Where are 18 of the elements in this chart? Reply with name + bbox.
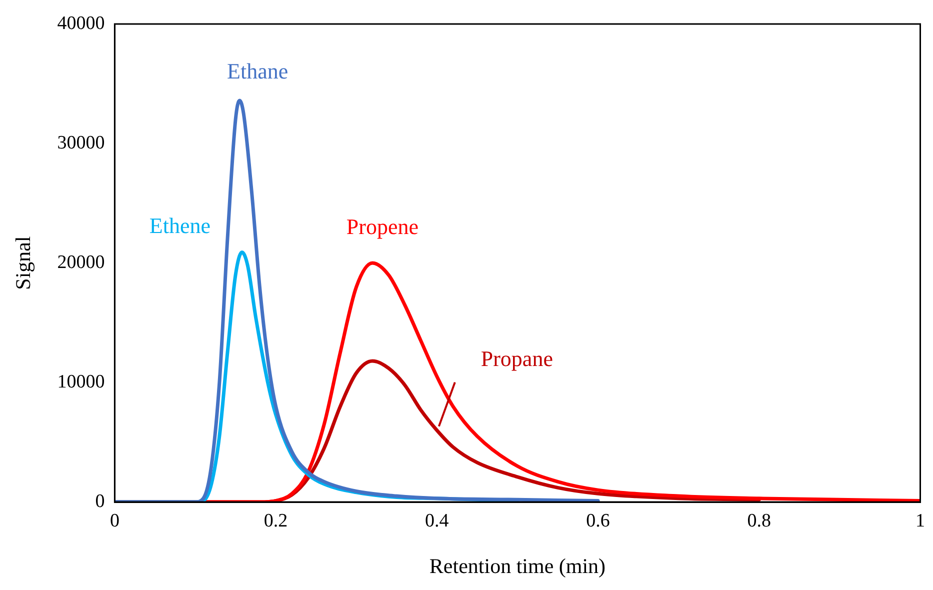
- line-series: [114, 98, 600, 502]
- y-tick-label: 10000: [57, 371, 105, 392]
- x-tick-label: 0.8: [747, 510, 772, 532]
- x-tick-label: 0: [110, 510, 120, 532]
- x-tick-label: 0.4: [425, 510, 450, 532]
- series-label: Ethane: [227, 58, 288, 84]
- x-axis-title: Retention time (min): [429, 554, 606, 578]
- y-axis-title: Signal: [11, 236, 36, 290]
- y-tick-label: 30000: [57, 132, 105, 154]
- series-label: Ethene: [149, 213, 211, 238]
- x-tick-label: 0.6: [586, 510, 610, 532]
- series-label: Propene: [346, 214, 419, 239]
- text: Propane: [480, 346, 553, 372]
- y-tick-label: 0: [95, 490, 105, 512]
- x-tick-label: 0.2: [264, 510, 288, 532]
- y-tick-label: 40000: [57, 12, 105, 34]
- y-tick-label: 20000: [57, 252, 105, 273]
- x-tick-label: 1: [916, 510, 925, 532]
